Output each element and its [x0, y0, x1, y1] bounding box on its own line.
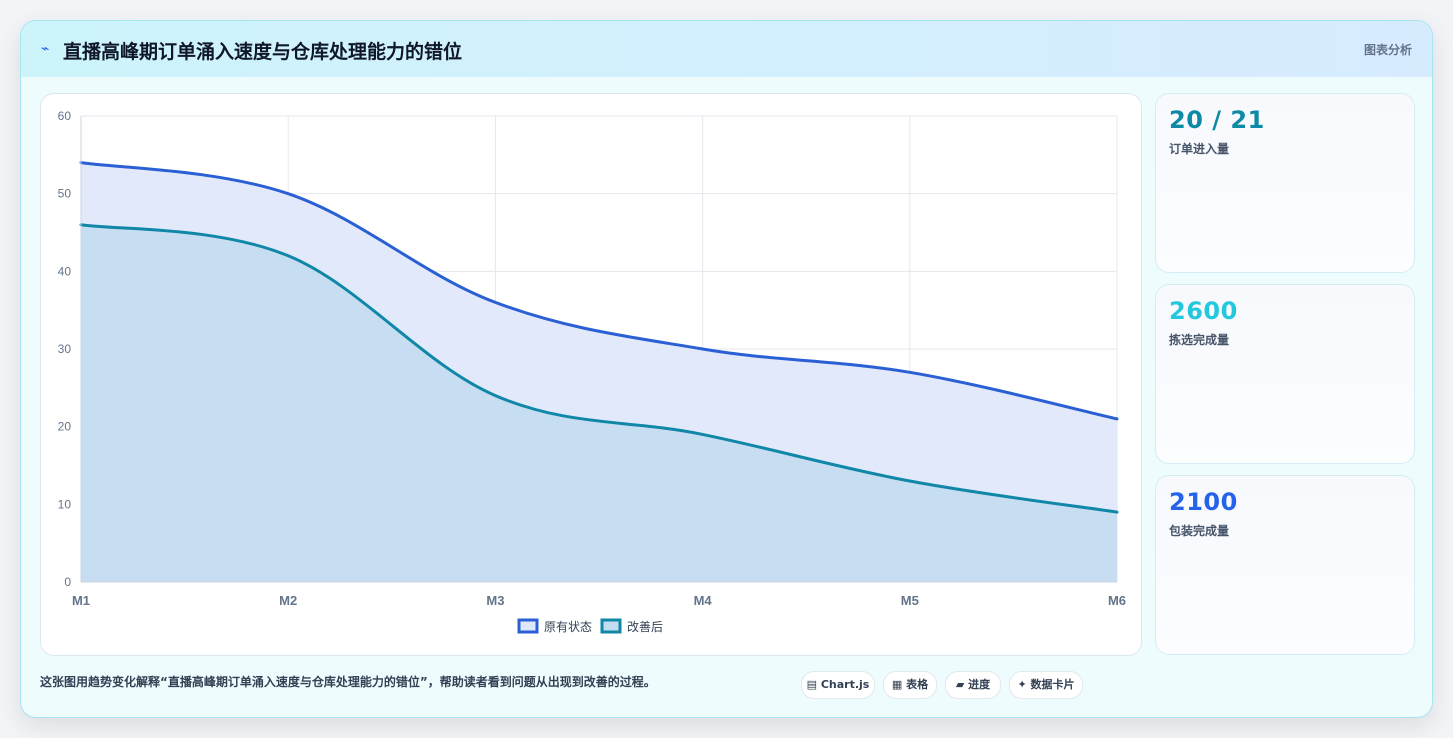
tag-progress[interactable]: ▰ 进度: [945, 671, 1001, 699]
y-tick-label: 40: [58, 264, 72, 278]
x-tick-label: M5: [901, 593, 919, 608]
x-tick-label: M6: [1108, 593, 1126, 608]
y-tick-label: 10: [58, 497, 72, 511]
stat-value: 20 / 21: [1169, 106, 1265, 134]
page-title: 直播高峰期订单涌入速度与仓库处理能力的错位: [63, 41, 463, 63]
y-tick-label: 50: [58, 187, 72, 201]
stat-label: 订单进入量: [1169, 142, 1230, 156]
y-tick-label: 60: [58, 109, 72, 123]
legend-label-2: 改善后: [627, 619, 663, 634]
stat-value: 2100: [1169, 488, 1238, 516]
stat-value: 2600: [1169, 297, 1238, 325]
legend-swatch-2: [600, 618, 622, 634]
stat-card-orders: 20 / 21 订单进入量: [1155, 93, 1415, 273]
chart-card: ⌁ 直播高峰期订单涌入速度与仓库处理能力的错位 图表分析 0 10 20 30 40 50…: [20, 20, 1433, 718]
tag-chartjs[interactable]: ▤ Chart.js: [801, 671, 875, 699]
legend-swatch-1: [517, 618, 539, 634]
x-tick-label: M2: [279, 593, 297, 608]
series-area-2: [81, 224, 1117, 582]
card-header: ⌁ 直播高峰期订单涌入速度与仓库处理能力的错位 图表分析: [21, 21, 1432, 77]
lightning-icon: ⌁: [41, 41, 50, 57]
area-chart: 0 10 20 30 40 50 60 M1 M2 M3 M4 M5 M6 原有状态 改善后: [58, 109, 1126, 634]
series-line-2: [79, 223, 1119, 514]
chart-caption: 这张图用趋势变化解释“直播高峰期订单涌入速度与仓库处理能力的错位”，帮助读者看到…: [40, 675, 656, 689]
tag-table[interactable]: ▦ 表格: [883, 671, 937, 699]
series-line-1: [79, 161, 1119, 421]
y-tick-label: 0: [64, 575, 71, 589]
chart-analysis-label: 图表分析: [1363, 43, 1412, 57]
x-tick-label: M1: [72, 593, 90, 608]
stat-card-picking: 2600 拣选完成量: [1155, 284, 1415, 464]
y-tick-label: 30: [58, 342, 72, 356]
legend-label-1: 原有状态: [544, 620, 592, 634]
stat-label: 拣选完成量: [1169, 333, 1230, 347]
x-tick-label: M4: [694, 593, 713, 608]
stat-label: 包装完成量: [1169, 524, 1230, 538]
y-tick-label: 20: [58, 420, 72, 434]
stat-card-packing: 2100 包装完成量: [1155, 475, 1415, 655]
chart-panel: 0 10 20 30 40 50 60 M1 M2 M3 M4 M5 M6 原有状态 改善后: [40, 93, 1142, 656]
tag-data-card[interactable]: ✦ 数据卡片: [1009, 671, 1083, 699]
x-tick-label: M3: [486, 593, 504, 608]
